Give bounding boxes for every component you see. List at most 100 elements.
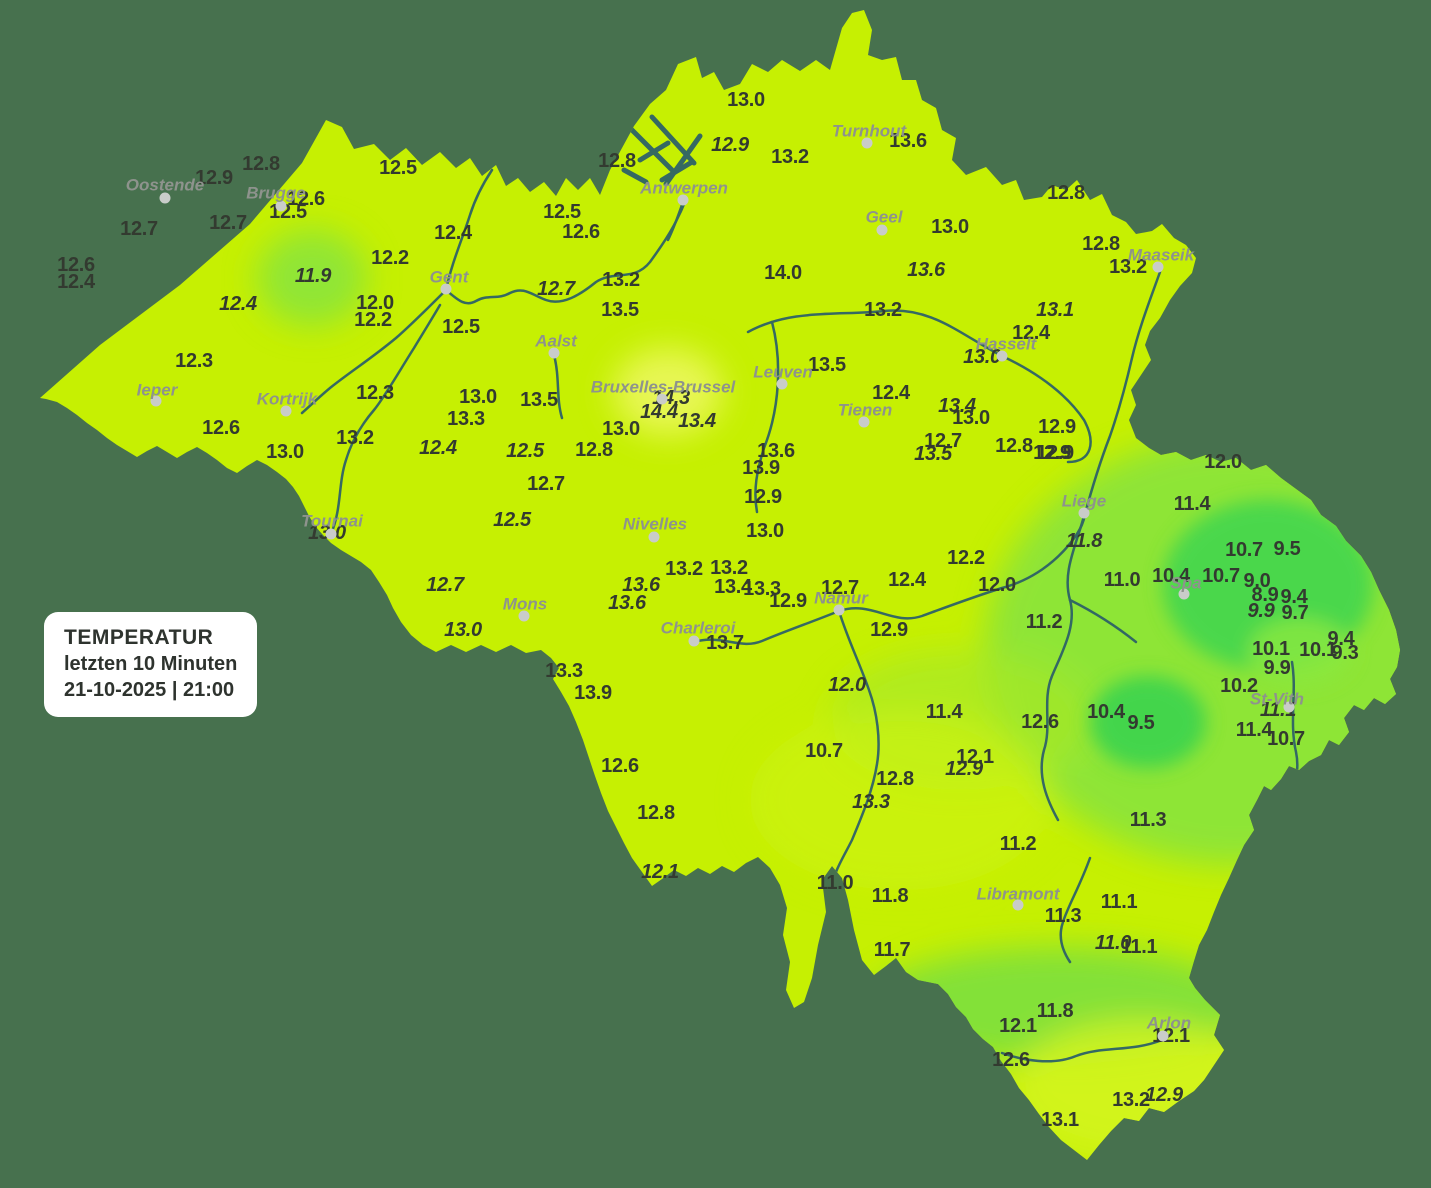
- temp-value: 10.7: [805, 740, 843, 762]
- temp-value: 13.6: [622, 574, 660, 596]
- temp-value: 9.9: [1263, 657, 1291, 679]
- temp-value: 9.5: [1127, 712, 1155, 734]
- temp-value: 11.0: [1103, 569, 1141, 591]
- temp-value: 13.4: [678, 410, 716, 432]
- temp-value: 9.3: [1331, 642, 1359, 664]
- temp-value: 13.0: [444, 619, 482, 641]
- city-label: Turnhout: [831, 121, 907, 141]
- temp-value: 12.2: [371, 247, 409, 269]
- temp-value: 11.3: [1129, 809, 1167, 831]
- city-dot: [776, 378, 788, 390]
- temp-value: 12.7: [924, 430, 962, 452]
- city-label: Hasselt: [975, 334, 1037, 354]
- temp-value: 13.6: [889, 130, 927, 152]
- city-dot: [656, 393, 668, 405]
- temp-value: 14.0: [764, 262, 802, 284]
- temp-value: 13.0: [602, 418, 640, 440]
- city-label: Gent: [429, 267, 469, 287]
- temp-value: 12.7: [209, 212, 247, 234]
- temp-value: 13.0: [746, 520, 784, 542]
- temp-value: 11.3: [1044, 905, 1082, 927]
- city-label: Liege: [1061, 491, 1107, 511]
- temp-value: 13.2: [771, 146, 809, 168]
- temp-value: 13.4: [714, 576, 752, 598]
- temp-value: 13.0: [266, 441, 304, 463]
- temp-value: 10.7: [1225, 539, 1263, 561]
- temp-value: 12.9: [945, 758, 983, 780]
- city-label: Antwerpen: [640, 178, 728, 198]
- temp-value: 12.6: [562, 221, 600, 243]
- city-dot: [1012, 899, 1024, 911]
- temp-value: 13.2: [864, 299, 902, 321]
- city-dot: [861, 137, 873, 149]
- temp-value: 12.8: [876, 768, 914, 790]
- temp-value: 11.1: [1120, 936, 1158, 958]
- temp-value: 14.4: [640, 401, 678, 423]
- city-dot: [280, 405, 292, 417]
- temp-value: 12.6: [992, 1049, 1030, 1071]
- temp-value: 12.4: [872, 382, 910, 404]
- temp-value: 13.4: [938, 395, 976, 417]
- temp-value: 12.8: [598, 150, 636, 172]
- temp-value: 12.8: [1047, 182, 1085, 204]
- temp-value: 13.0: [931, 216, 969, 238]
- temp-value: 12.0: [1204, 451, 1242, 473]
- city-label: Tournai: [301, 511, 363, 531]
- temp-value: 12.9: [195, 167, 233, 189]
- temp-value: 12.7: [426, 574, 464, 596]
- temp-value: 13.2: [336, 427, 374, 449]
- temp-value: 13.2: [1109, 256, 1147, 278]
- city-label: Charleroi: [660, 618, 736, 638]
- temp-value: 13.3: [743, 578, 781, 600]
- info-title: TEMPERATUR: [64, 626, 214, 649]
- temp-value: 12.7: [120, 218, 158, 240]
- antwerp-harbour-canals: [621, 114, 703, 187]
- temp-value: 11.0: [816, 872, 854, 894]
- temp-value: 13.3: [447, 408, 485, 430]
- city-label: Arlon: [1146, 1013, 1192, 1033]
- temp-value: 11.8: [1036, 1000, 1074, 1022]
- temp-value: 13.7: [706, 632, 744, 654]
- temp-value: 13.9: [742, 457, 780, 479]
- city-dot: [1152, 261, 1164, 273]
- city-dot: [858, 416, 870, 428]
- temp-value: 12.6: [287, 188, 325, 210]
- city-dot: [150, 395, 162, 407]
- temp-value: 12.9: [1145, 1084, 1183, 1106]
- city-label: Spa: [1170, 573, 1202, 593]
- temp-value: 12.6: [601, 755, 639, 777]
- city-dot: [876, 224, 888, 236]
- temp-value: 12.7: [537, 278, 575, 300]
- temp-value: 11.9: [294, 265, 332, 287]
- city-label: Nivelles: [622, 514, 688, 534]
- temp-value: 12.7: [527, 473, 565, 495]
- city-dot: [688, 635, 700, 647]
- temp-value: 12.4: [1012, 322, 1050, 344]
- cool-blob-brugge: [257, 230, 367, 326]
- city-label: Brugge: [246, 183, 306, 203]
- temp-value: 12.1: [956, 746, 994, 768]
- city-dot: [518, 610, 530, 622]
- city-label: Tienen: [837, 400, 893, 420]
- temp-value: 13.5: [914, 443, 952, 465]
- temp-value: 12.9: [1036, 442, 1074, 464]
- temp-value: 12.1: [641, 861, 679, 883]
- city-label: Leuven: [753, 362, 813, 382]
- temp-value: 12.4: [57, 271, 95, 293]
- temp-value: 11.0: [1094, 932, 1132, 954]
- temp-value: 11.8: [1065, 530, 1103, 552]
- city-dot: [1178, 588, 1190, 600]
- warm-spot-brussels: [613, 348, 723, 436]
- temp-value: 11.7: [873, 939, 911, 961]
- city-dot: [996, 350, 1008, 362]
- temp-value: 12.8: [575, 439, 613, 461]
- temp-value: 13.3: [545, 660, 583, 682]
- temp-value: 13.5: [808, 354, 846, 376]
- temp-value: 10.4: [1152, 565, 1190, 587]
- city-label: Bruxelles-Brussel: [590, 377, 736, 397]
- temp-value: 13.0: [963, 346, 1001, 368]
- temp-value: 12.0: [828, 674, 866, 696]
- cold-spot-baraque: [1090, 676, 1206, 768]
- temp-value: 10.2: [1220, 675, 1258, 697]
